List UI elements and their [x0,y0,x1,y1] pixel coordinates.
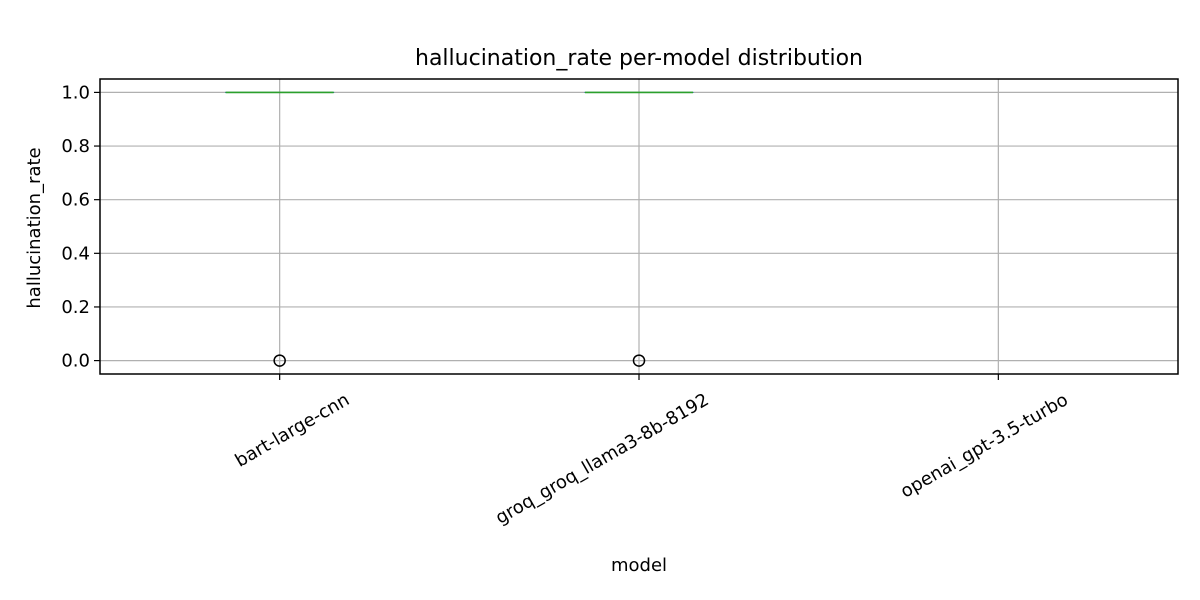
y-tick-label: 0.2 [61,297,90,318]
plot-marks [225,91,694,367]
grid [100,79,1178,374]
y-tick-label: 0.8 [61,136,90,157]
y-tick-label: 0.0 [61,351,90,372]
x-axis: bart-large-cnn groq_groq_llama3-8b-8192 op… [232,374,1072,529]
y-axis: 0.0 0.2 0.4 0.6 0.8 1.0 [61,82,100,372]
x-tick-label: openai_gpt-3.5-turbo [897,389,1072,502]
x-tick-label: groq_groq_llama3-8b-8192 [492,389,712,528]
x-axis-title: model [611,555,667,576]
outlier-point [273,354,286,367]
outlier-point [632,354,646,367]
x-tick-label: bart-large-cnn [232,389,354,471]
y-tick-label: 0.4 [61,243,90,264]
y-tick-label: 0.6 [61,190,90,211]
y-axis-title: hallucination_rate [24,147,45,308]
y-tick-label: 1.0 [61,82,90,103]
chart-title: hallucination_rate per-model distributio… [415,46,863,71]
